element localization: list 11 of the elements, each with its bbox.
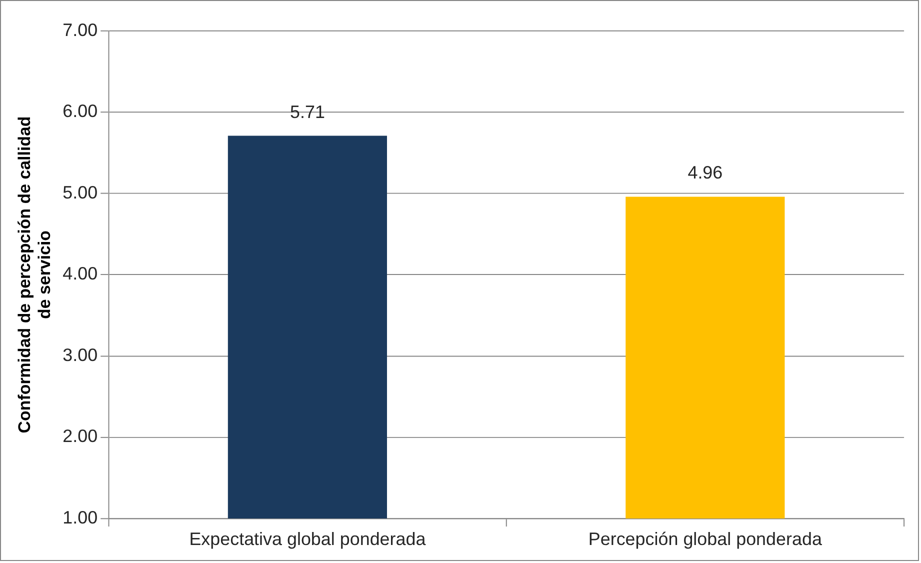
y-axis-title: Conformidad de percepción de callidad de servicio (14, 116, 54, 434)
x-tick-label: Percepción global ponderada (588, 529, 822, 550)
y-tick-label: 1.00 (62, 508, 98, 528)
y-tick-label: 6.00 (62, 101, 98, 122)
y-tick-label: 7.00 (62, 20, 98, 40)
x-tick-label: Expectativa global ponderada (189, 529, 426, 550)
data-label: 4.96 (688, 162, 723, 183)
y-tick-label: 4.00 (62, 264, 98, 284)
y-tick-label: 2.00 (62, 426, 98, 446)
y-tick-label: 5.00 (62, 182, 98, 202)
y-tick-label: 3.00 (62, 344, 98, 365)
